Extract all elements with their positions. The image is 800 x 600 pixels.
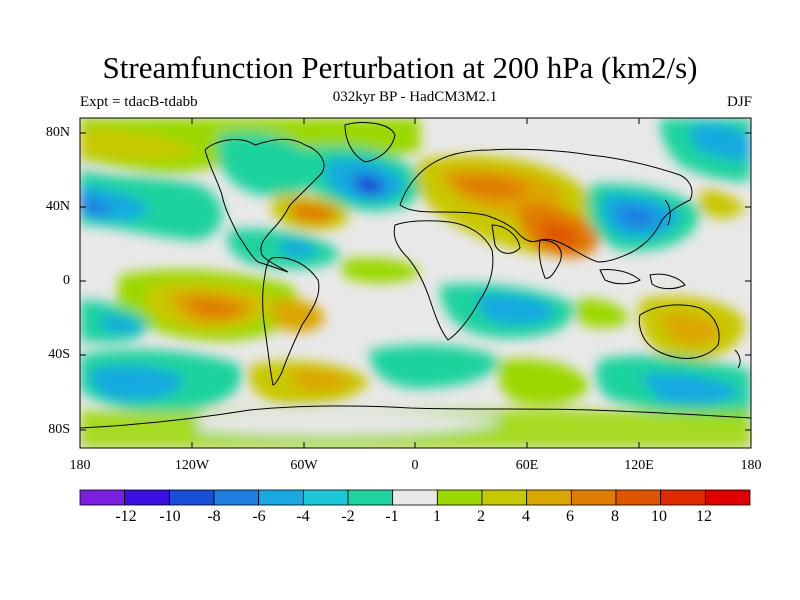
lon-label-0: 0 xyxy=(411,458,419,473)
lat-ticks xyxy=(80,132,751,431)
colorbar-label: -6 xyxy=(252,508,266,525)
colorbar-swatch xyxy=(79,489,126,506)
lon-label-60e: 60E xyxy=(515,458,539,473)
colorbar-swatch xyxy=(615,489,662,506)
colorbar-label: 1 xyxy=(433,508,441,525)
colorbar-label: -4 xyxy=(296,508,310,525)
colorbar-label: -12 xyxy=(115,508,137,525)
lon-label-120w: 120W xyxy=(174,458,210,473)
colorbar-swatch xyxy=(258,489,304,506)
colorbar-swatch xyxy=(213,489,260,506)
colorbar-label: 6 xyxy=(566,508,574,525)
lat-label-80s: 80S xyxy=(48,422,70,437)
lon-ticks xyxy=(191,118,640,448)
colorbar-label: 2 xyxy=(477,508,485,525)
colorbar-swatch xyxy=(392,489,438,506)
lat-label-0: 0 xyxy=(63,273,70,288)
colorbar-label: -2 xyxy=(341,508,355,525)
colorbar-swatch xyxy=(570,489,617,506)
colorbar-swatch xyxy=(347,489,394,506)
experiment-label: Expt = tdacB-tdabb xyxy=(80,94,198,110)
map-title: Streamfunction Perturbation at 200 hPa (… xyxy=(102,50,698,85)
colorbar-label: -8 xyxy=(207,508,221,525)
lon-label-180w: 180 xyxy=(69,458,91,473)
colorbar-swatch xyxy=(704,489,751,506)
colorbar-label: 12 xyxy=(696,508,712,525)
lon-label-180e: 180 xyxy=(740,458,762,473)
field-layer xyxy=(80,118,751,448)
colorbar-swatch xyxy=(124,489,170,506)
lon-label-120e: 120E xyxy=(624,458,654,473)
colorbar-label: 4 xyxy=(522,508,530,525)
colorbar-swatch xyxy=(168,489,215,506)
colorbar-swatch xyxy=(526,489,572,506)
lat-label-80n: 80N xyxy=(45,125,70,140)
colorbar-swatch xyxy=(436,489,483,506)
lat-label-40s: 40S xyxy=(48,347,70,362)
colorbar-label: -1 xyxy=(385,508,399,525)
colorbar-label: -10 xyxy=(159,508,181,525)
map-subtitle: 032kyr BP - HadCM3M2.1 xyxy=(332,89,498,105)
lat-label-40n: 40N xyxy=(45,199,70,214)
colorbar-swatch xyxy=(302,489,349,506)
colorbar xyxy=(79,489,751,506)
colorbar-label: 8 xyxy=(611,508,619,525)
coastlines xyxy=(80,122,751,429)
colorbar-swatch xyxy=(481,489,528,506)
colorbar-label: 10 xyxy=(651,508,667,525)
colorbar-swatch xyxy=(660,489,706,506)
season-label: DJF xyxy=(726,94,752,110)
lon-label-60w: 60W xyxy=(290,458,318,473)
